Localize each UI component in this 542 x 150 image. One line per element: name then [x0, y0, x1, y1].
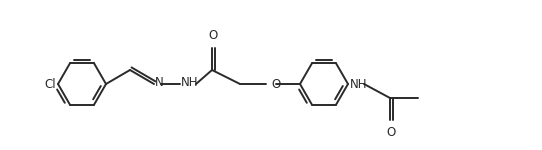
Text: NH: NH	[181, 76, 198, 90]
Text: N: N	[155, 76, 164, 90]
Text: O: O	[208, 29, 218, 42]
Text: O: O	[386, 126, 396, 139]
Text: Cl: Cl	[44, 78, 56, 90]
Text: O: O	[271, 78, 280, 90]
Text: NH: NH	[350, 78, 367, 90]
